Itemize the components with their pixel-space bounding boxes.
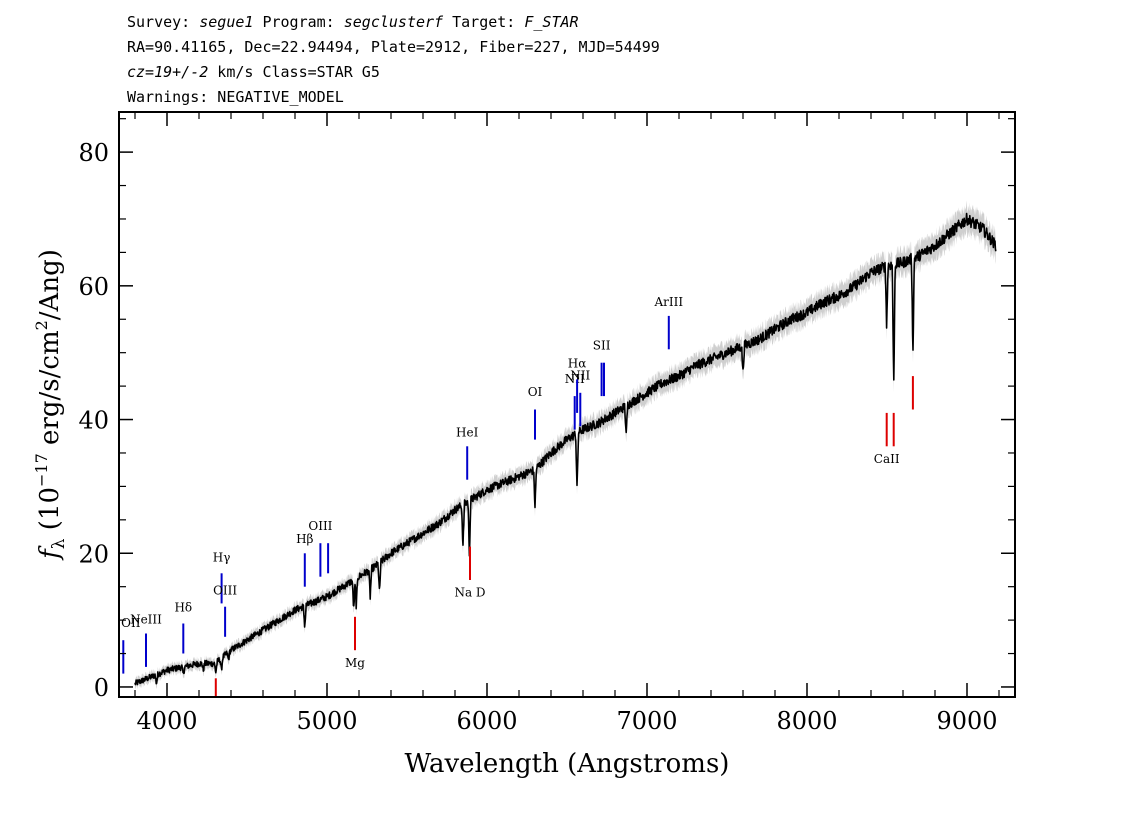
y-tick-label-3: 60 bbox=[78, 273, 109, 301]
spectral-line-markers: OIINeIIIHδHγOIIIHβOIIIHeIOINIIHαNIISIIAr… bbox=[121, 295, 914, 696]
emission-line-label-12: NII bbox=[570, 368, 590, 382]
y-tick-label-4: 80 bbox=[78, 139, 109, 167]
x-tick-label-1: 5000 bbox=[296, 707, 357, 735]
spectrum-layer bbox=[134, 212, 997, 686]
emission-line-label-3: Hγ bbox=[213, 550, 231, 564]
y-tick-label-2: 40 bbox=[78, 407, 109, 435]
header-line-4: Warnings: NEGATIVE_MODEL bbox=[127, 88, 344, 106]
emission-line-label-2: Hδ bbox=[174, 600, 192, 614]
header-line-2: RA=90.41165, Dec=22.94494, Plate=2912, F… bbox=[127, 38, 660, 56]
emission-line-label-11: Hα bbox=[568, 356, 587, 370]
x-tick-label-0: 4000 bbox=[136, 707, 197, 735]
absorption-line-label-5: CaII bbox=[874, 452, 900, 466]
absorption-line-label-3: Mg bbox=[345, 656, 365, 670]
emission-line-label-9: OI bbox=[528, 385, 543, 399]
header-line-1: Survey: segue1 Program: segclusterf Targ… bbox=[127, 13, 579, 31]
emission-line-label-8: HeI bbox=[456, 425, 479, 439]
emission-line-label-1: NeIII bbox=[130, 613, 162, 627]
flux-spectrum-line bbox=[134, 212, 997, 686]
y-axis-label: fλ (10−17 erg/s/cm2/Ang) bbox=[32, 249, 69, 561]
absorption-line-label-4: Na D bbox=[454, 586, 485, 600]
x-tick-label-2: 6000 bbox=[456, 707, 517, 735]
emission-line-label-0: OII bbox=[121, 616, 141, 630]
emission-line-label-15: ArIII bbox=[653, 295, 683, 309]
chart-header: Survey: segue1 Program: segclusterf Targ… bbox=[127, 13, 660, 106]
y-tick-label-1: 20 bbox=[78, 540, 109, 568]
y-tick-label-0: 0 bbox=[94, 674, 109, 702]
emission-line-label-6: OIII bbox=[308, 519, 332, 533]
emission-line-label-10: NII bbox=[565, 372, 585, 386]
emission-line-label-13: SII bbox=[593, 338, 611, 352]
header-line-3: cz=19+/-2 km/s Class=STAR G5 bbox=[127, 63, 380, 81]
x-tick-label-4: 8000 bbox=[776, 707, 837, 735]
x-tick-label-5: 9000 bbox=[936, 707, 997, 735]
x-axis-label: Wavelength (Angstroms) bbox=[405, 749, 730, 779]
emission-line-label-4: OIII bbox=[213, 584, 237, 598]
emission-line-label-5: Hβ bbox=[296, 532, 313, 546]
plot-frame bbox=[118, 111, 1016, 698]
axis-ticks: 4000 5000 6000 7000 8000 9000 0 20 40 60 80 bbox=[78, 112, 1015, 735]
x-tick-label-3: 7000 bbox=[616, 707, 677, 735]
